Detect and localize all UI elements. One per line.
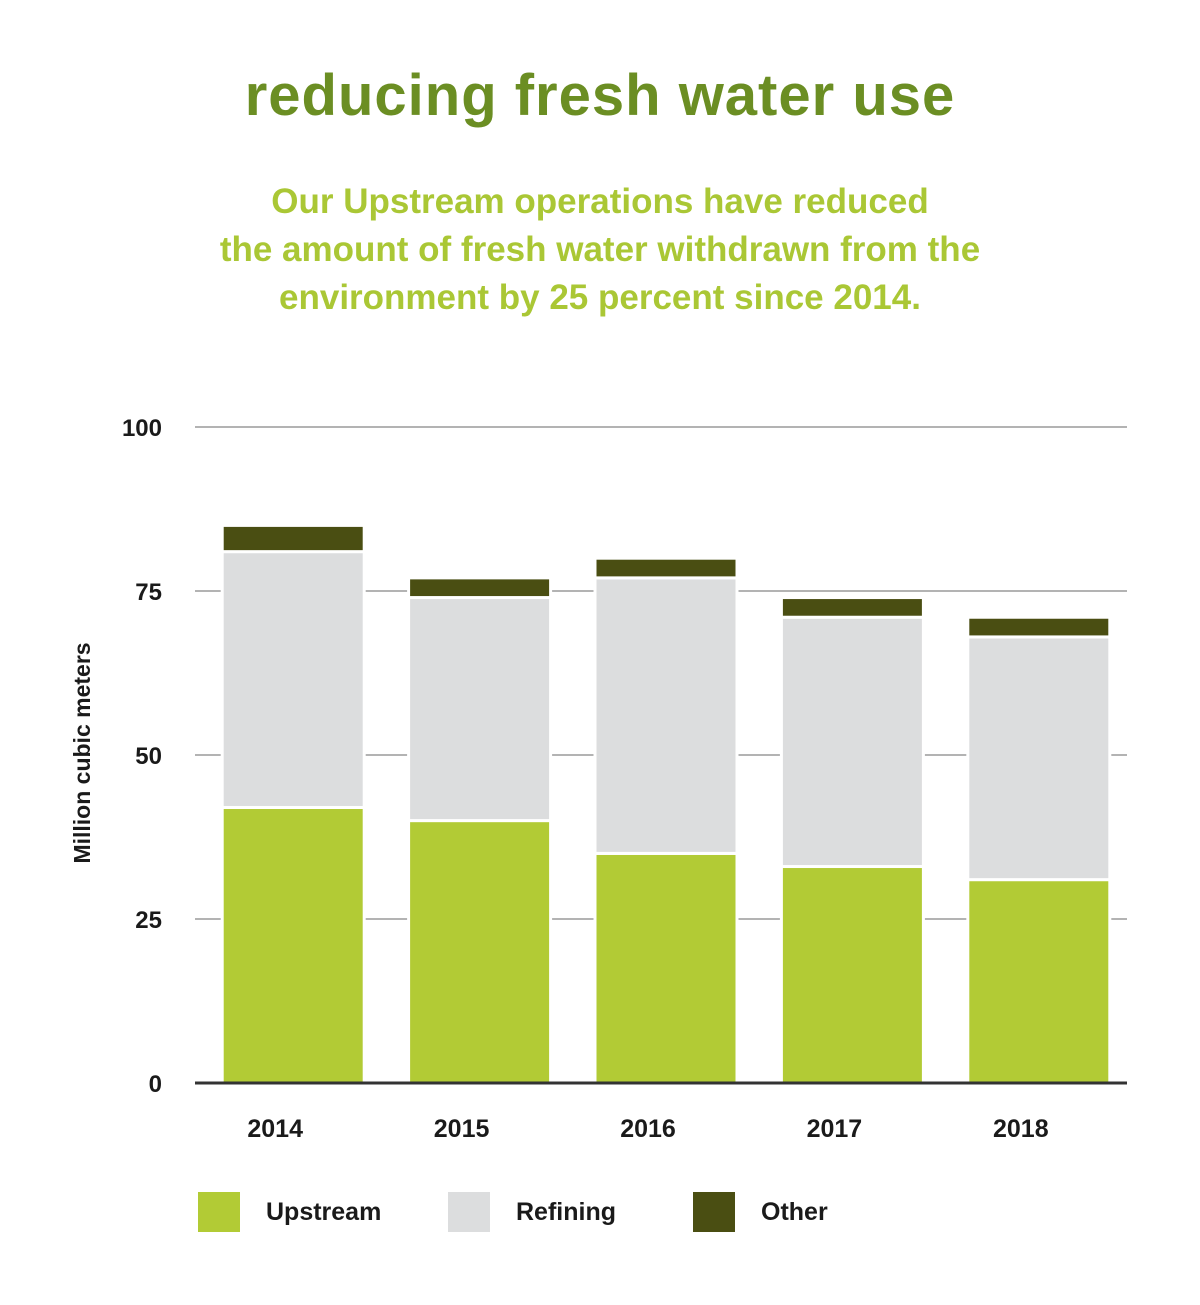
legend-item-refining: Refining <box>448 1192 616 1232</box>
x-tick-label: 2014 <box>247 1115 303 1143</box>
legend-swatch-upstream <box>198 1192 240 1232</box>
legend-item-upstream: Upstream <box>198 1192 381 1232</box>
bar-upstream <box>779 865 925 1085</box>
bar-other <box>407 576 553 600</box>
x-tick-label: 2016 <box>620 1115 676 1143</box>
legend-swatch-refining <box>448 1192 490 1232</box>
y-tick-label: 100 <box>122 415 162 442</box>
x-tick-label: 2015 <box>434 1115 490 1143</box>
chart-legend: Upstream Refining Other <box>0 1192 1200 1232</box>
bar-upstream <box>220 805 366 1085</box>
y-tick-label: 0 <box>149 1071 162 1098</box>
bar-refining <box>407 596 553 823</box>
bar-upstream <box>407 819 553 1085</box>
y-tick-label: 50 <box>135 743 162 770</box>
bar-refining <box>220 550 366 809</box>
bar-refining <box>779 615 925 869</box>
legend-swatch-other <box>693 1192 735 1232</box>
page-title: reducing fresh water use <box>244 63 956 128</box>
y-tick-label: 75 <box>135 579 162 606</box>
bar-upstream <box>966 878 1112 1085</box>
bar-other <box>593 556 739 580</box>
y-axis-label: Million cubic meters <box>69 642 95 863</box>
subtitle-line: Our Upstream operations have reduced <box>271 182 929 221</box>
legend-item-other: Other <box>693 1192 828 1232</box>
subtitle-line: environment by 25 percent since 2014. <box>279 278 921 317</box>
legend-label-other: Other <box>761 1197 828 1226</box>
stacked-bar-chart: 0 25 50 75 100 Million cubic meters 2014 2015 20… <box>69 415 1127 1143</box>
bar-other <box>966 615 1112 639</box>
x-tick-label: 2018 <box>993 1115 1049 1143</box>
bar-refining <box>966 635 1112 882</box>
bar-other <box>220 523 366 554</box>
legend-label-upstream: Upstream <box>266 1197 382 1226</box>
legend-label-refining: Refining <box>516 1197 616 1226</box>
page-subtitle: Our Upstream operations have reduced the… <box>150 178 1050 322</box>
bar-refining <box>593 576 739 855</box>
bar-upstream <box>593 851 739 1085</box>
subtitle-line: the amount of fresh water withdrawn from… <box>219 230 981 269</box>
x-tick-label: 2017 <box>807 1115 863 1143</box>
y-tick-label: 25 <box>135 907 162 934</box>
bar-other <box>779 596 925 619</box>
